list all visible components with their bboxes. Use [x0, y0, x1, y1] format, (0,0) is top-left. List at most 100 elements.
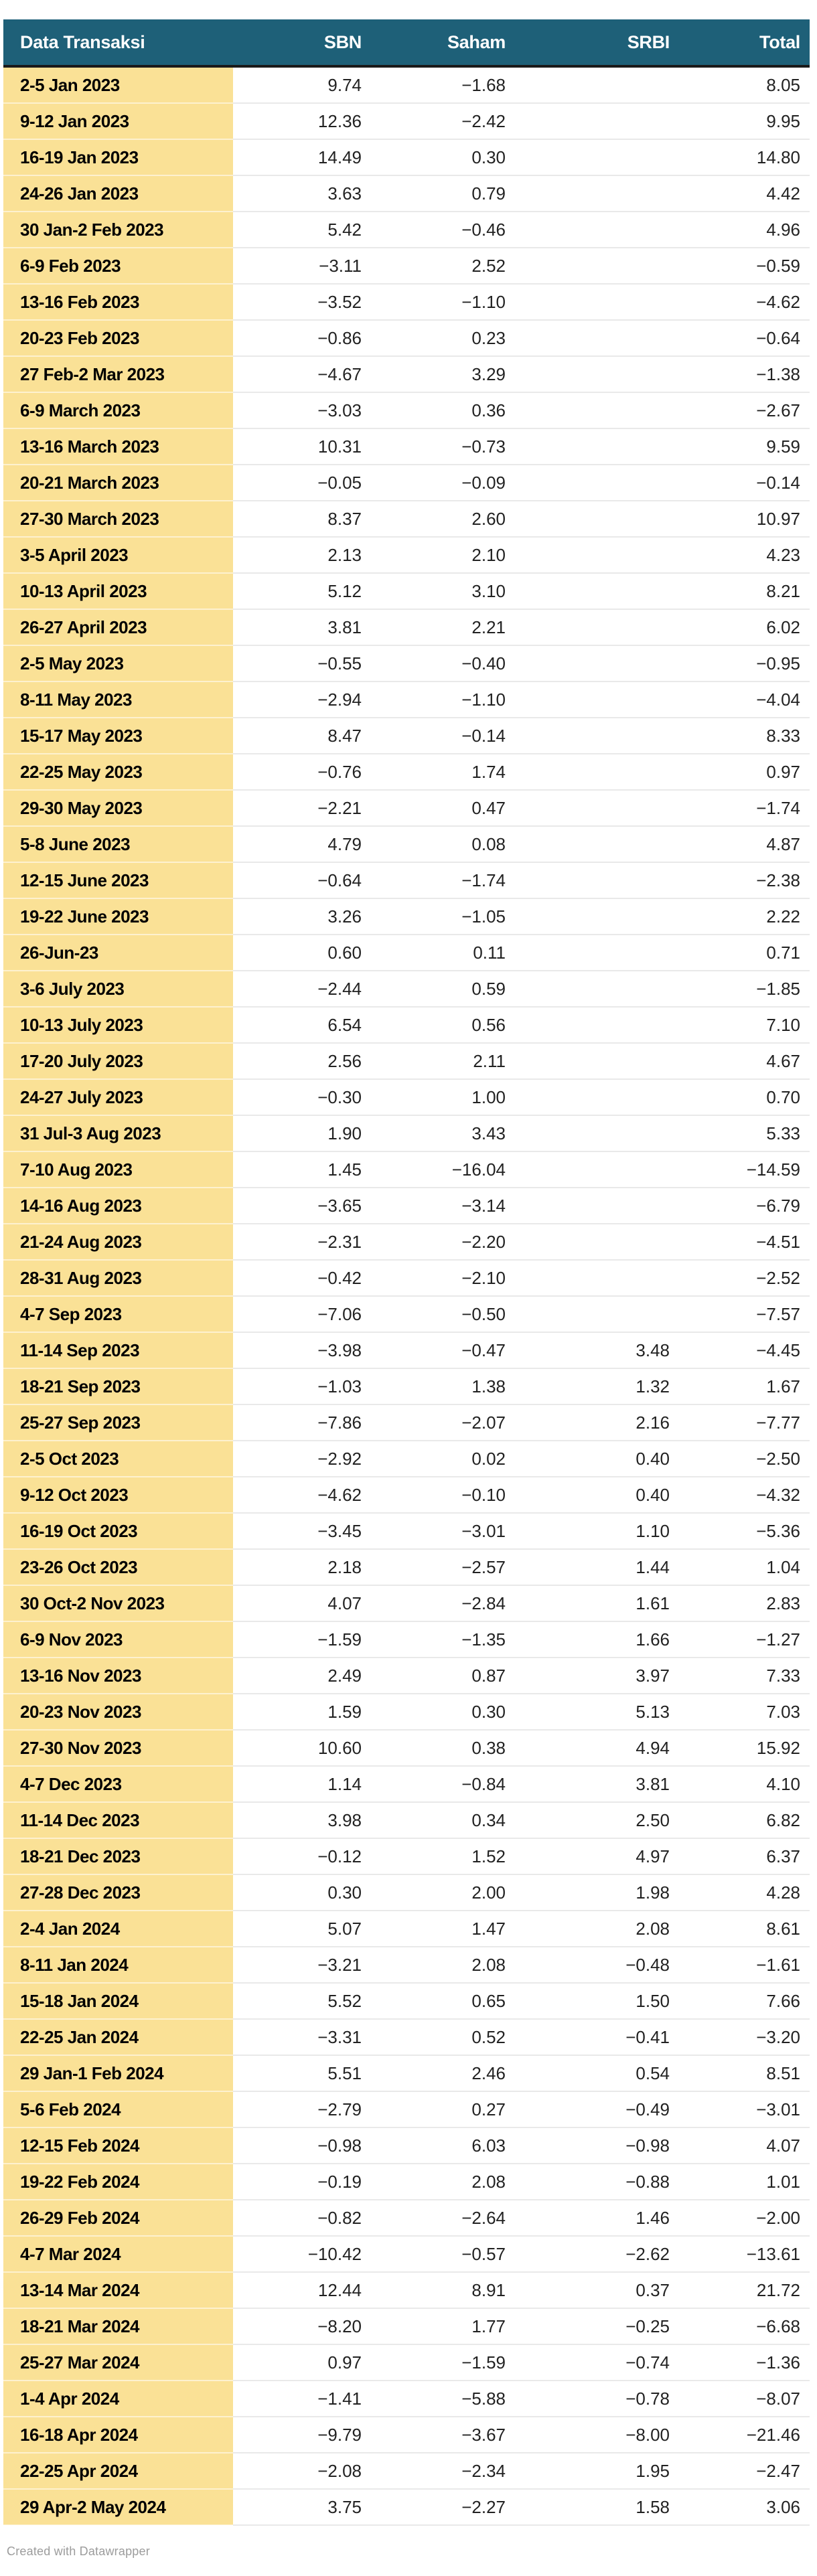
srbi-cell: −8.00: [515, 2417, 679, 2453]
total-cell: −3.20: [679, 2019, 810, 2056]
saham-cell: −5.88: [371, 2381, 515, 2417]
sbn-cell: 3.98: [233, 1802, 371, 1839]
period-cell: 19-22 June 2023: [3, 898, 233, 935]
period-cell: 27-28 Dec 2023: [3, 1874, 233, 1911]
period-cell: 3-6 July 2023: [3, 971, 233, 1008]
saham-cell: −2.34: [371, 2453, 515, 2490]
sbn-cell: 0.60: [233, 935, 371, 971]
table-row: 19-22 Feb 2024 −0.19 2.08 −0.88 1.01: [3, 2164, 810, 2200]
table-row: 27 Feb-2 Mar 2023 −4.67 3.29 −1.38: [3, 356, 810, 393]
saham-cell: 3.29: [371, 356, 515, 393]
srbi-cell: 4.94: [515, 1730, 679, 1767]
srbi-cell: [515, 66, 679, 104]
sbn-cell: −3.11: [233, 248, 371, 285]
saham-cell: −2.42: [371, 103, 515, 140]
period-cell: 20-23 Nov 2023: [3, 1694, 233, 1730]
table-row: 15-17 May 2023 8.47 −0.14 8.33: [3, 718, 810, 754]
saham-cell: 1.52: [371, 1838, 515, 1875]
sbn-cell: 3.63: [233, 175, 371, 212]
srbi-cell: [515, 1115, 679, 1152]
sbn-cell: −3.03: [233, 392, 371, 429]
period-cell: 3-5 April 2023: [3, 537, 233, 574]
total-cell: 14.80: [679, 139, 810, 176]
table-row: 23-26 Oct 2023 2.18 −2.57 1.44 1.04: [3, 1549, 810, 1586]
table-row: 11-14 Dec 2023 3.98 0.34 2.50 6.82: [3, 1802, 810, 1839]
period-cell: 16-19 Oct 2023: [3, 1513, 233, 1550]
srbi-cell: 1.95: [515, 2453, 679, 2490]
total-cell: 0.70: [679, 1079, 810, 1116]
sbn-cell: 8.47: [233, 718, 371, 754]
total-cell: 10.97: [679, 501, 810, 538]
saham-cell: 0.87: [371, 1658, 515, 1694]
period-cell: 6-9 Nov 2023: [3, 1621, 233, 1658]
saham-cell: 8.91: [371, 2272, 515, 2309]
srbi-cell: [515, 537, 679, 574]
total-cell: −1.38: [679, 356, 810, 393]
period-cell: 29-30 May 2023: [3, 790, 233, 827]
sbn-cell: 12.44: [233, 2272, 371, 2309]
period-cell: 13-16 Nov 2023: [3, 1658, 233, 1694]
sbn-cell: 2.18: [233, 1549, 371, 1586]
srbi-cell: [515, 1224, 679, 1261]
srbi-cell: [515, 971, 679, 1008]
period-cell: 8-11 Jan 2024: [3, 1947, 233, 1984]
sbn-cell: 2.56: [233, 1043, 371, 1080]
srbi-cell: 0.37: [515, 2272, 679, 2309]
total-cell: 2.83: [679, 1585, 810, 1622]
total-cell: 4.10: [679, 1766, 810, 1803]
saham-cell: −2.10: [371, 1260, 515, 1297]
total-cell: 4.07: [679, 2127, 810, 2164]
total-cell: −3.01: [679, 2091, 810, 2128]
table-row: 27-30 March 2023 8.37 2.60 10.97: [3, 501, 810, 538]
srbi-cell: −0.78: [515, 2381, 679, 2417]
table-row: 20-23 Feb 2023 −0.86 0.23 −0.64: [3, 320, 810, 357]
saham-cell: −2.57: [371, 1549, 515, 1586]
period-cell: 26-Jun-23: [3, 935, 233, 971]
table-row: 24-27 July 2023 −0.30 1.00 0.70: [3, 1079, 810, 1116]
period-cell: 8-11 May 2023: [3, 681, 233, 718]
period-cell: 24-27 July 2023: [3, 1079, 233, 1116]
total-cell: −4.45: [679, 1332, 810, 1369]
period-cell: 13-14 Mar 2024: [3, 2272, 233, 2309]
sbn-cell: 5.52: [233, 1983, 371, 2020]
table-row: 22-25 May 2023 −0.76 1.74 0.97: [3, 754, 810, 791]
sbn-cell: −1.41: [233, 2381, 371, 2417]
period-cell: 11-14 Dec 2023: [3, 1802, 233, 1839]
table-row: 29 Apr-2 May 2024 3.75 −2.27 1.58 3.06: [3, 2489, 810, 2526]
total-cell: −2.50: [679, 1441, 810, 1477]
datawrapper-credit-link[interactable]: Created with Datawrapper: [7, 2545, 150, 2558]
srbi-cell: 0.40: [515, 1477, 679, 1514]
period-cell: 27-30 March 2023: [3, 501, 233, 538]
total-cell: 4.96: [679, 212, 810, 248]
sbn-cell: −4.67: [233, 356, 371, 393]
table-row: 4-7 Mar 2024 −10.42 −0.57 −2.62 −13.61: [3, 2236, 810, 2273]
period-cell: 30 Oct-2 Nov 2023: [3, 1585, 233, 1622]
saham-cell: −2.20: [371, 1224, 515, 1261]
sbn-cell: 1.90: [233, 1115, 371, 1152]
sbn-cell: 5.07: [233, 1911, 371, 1947]
table-row: 2-4 Jan 2024 5.07 1.47 2.08 8.61: [3, 1911, 810, 1947]
table-row: 2-5 May 2023 −0.55 −0.40 −0.95: [3, 645, 810, 682]
srbi-cell: [515, 718, 679, 754]
column-header-saham: Saham: [371, 19, 515, 68]
srbi-cell: 1.32: [515, 1368, 679, 1405]
sbn-cell: 4.79: [233, 826, 371, 863]
saham-cell: −0.47: [371, 1332, 515, 1369]
period-cell: 12-15 Feb 2024: [3, 2127, 233, 2164]
total-cell: 4.42: [679, 175, 810, 212]
srbi-cell: −0.41: [515, 2019, 679, 2056]
total-cell: 2.22: [679, 898, 810, 935]
period-cell: 11-14 Sep 2023: [3, 1332, 233, 1369]
srbi-cell: 4.97: [515, 1838, 679, 1875]
saham-cell: −3.67: [371, 2417, 515, 2453]
saham-cell: 0.02: [371, 1441, 515, 1477]
table-row: 9-12 Oct 2023 −4.62 −0.10 0.40 −4.32: [3, 1477, 810, 1514]
srbi-cell: [515, 1296, 679, 1333]
saham-cell: −1.05: [371, 898, 515, 935]
table-row: 20-21 March 2023 −0.05 −0.09 −0.14: [3, 465, 810, 501]
saham-cell: 3.43: [371, 1115, 515, 1152]
period-cell: 5-6 Feb 2024: [3, 2091, 233, 2128]
total-cell: 1.01: [679, 2164, 810, 2200]
srbi-cell: [515, 754, 679, 791]
